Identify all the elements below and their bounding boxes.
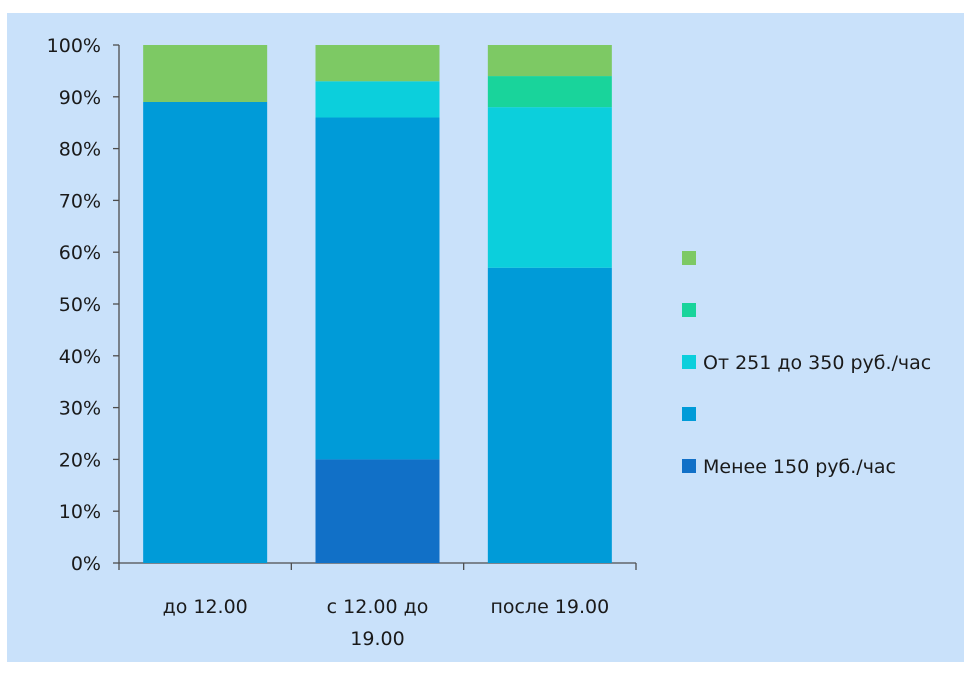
- x-tick-label: с 12.00 до: [327, 596, 429, 618]
- legend-swatch: [682, 355, 696, 369]
- y-tick-label: 50%: [59, 294, 101, 316]
- y-tick-label: 0%: [71, 553, 101, 575]
- y-tick-label: 80%: [59, 139, 101, 161]
- bar-segment: [315, 45, 440, 82]
- x-tick-label: до 12.00: [163, 596, 248, 618]
- bar-segment: [487, 76, 612, 108]
- y-tick-label: 20%: [59, 449, 101, 471]
- y-tick-label: 100%: [47, 35, 101, 57]
- y-tick-label: 40%: [59, 346, 101, 368]
- legend-swatch: [682, 303, 696, 317]
- legend-swatch: [682, 251, 696, 265]
- bar-segment: [487, 45, 612, 77]
- bar-segment: [143, 101, 268, 563]
- y-tick-label: 90%: [59, 87, 101, 109]
- bar-segment: [315, 81, 440, 118]
- legend-swatch: [682, 459, 696, 473]
- bar-segment: [487, 267, 612, 563]
- bar-segment: [487, 107, 612, 268]
- legend-label: Менее 150 руб./час: [703, 456, 896, 478]
- y-tick-label: 60%: [59, 242, 101, 264]
- legend-label: От 251 до 350 руб./час: [703, 352, 931, 374]
- y-tick-label: 10%: [59, 501, 101, 523]
- bar-segment: [315, 459, 440, 563]
- x-tick-label: 19.00: [350, 628, 404, 650]
- y-tick-label: 30%: [59, 398, 101, 420]
- bar-segment: [143, 45, 268, 102]
- x-tick-label: после 19.00: [490, 596, 609, 618]
- legend-swatch: [682, 407, 696, 421]
- y-tick-label: 70%: [59, 190, 101, 212]
- bar-segment: [315, 117, 440, 460]
